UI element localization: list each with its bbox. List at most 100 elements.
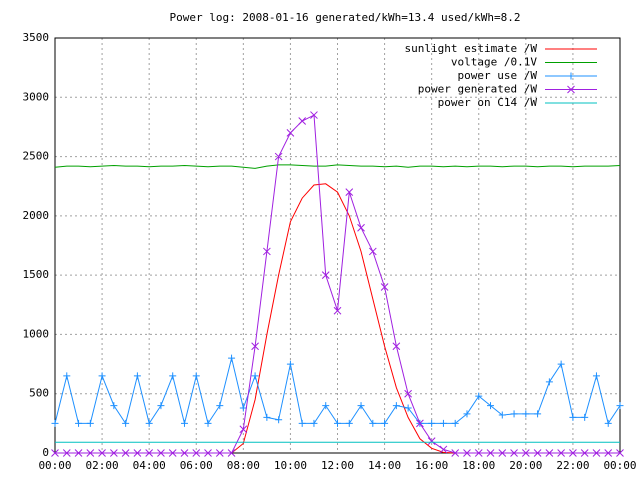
point-marker — [498, 411, 506, 419]
point-marker — [474, 449, 483, 457]
point-marker — [121, 449, 130, 457]
y-tick-label: 2000 — [23, 209, 50, 222]
point-marker — [122, 419, 130, 427]
point-marker — [310, 111, 318, 119]
point-marker — [192, 372, 200, 380]
point-marker — [369, 419, 377, 427]
point-marker — [251, 372, 259, 380]
point-marker — [534, 410, 542, 418]
point-marker — [510, 449, 518, 457]
point-marker — [215, 449, 224, 457]
point-marker — [298, 117, 307, 125]
x-tick-label: 14:00 — [368, 459, 401, 472]
point-marker — [98, 372, 106, 380]
point-marker — [310, 419, 318, 427]
x-tick-label: 10:00 — [274, 459, 307, 472]
x-tick-label: 00:00 — [603, 459, 636, 472]
point-marker — [86, 419, 94, 427]
point-marker — [86, 449, 95, 457]
point-marker — [286, 360, 294, 368]
point-marker — [487, 402, 495, 410]
point-marker — [357, 223, 365, 232]
point-marker — [463, 410, 471, 418]
point-marker — [145, 419, 153, 427]
legend-label: power use /W — [458, 69, 538, 82]
point-marker — [592, 372, 600, 380]
point-marker — [498, 449, 507, 457]
point-marker — [545, 449, 554, 457]
point-marker — [427, 437, 436, 445]
point-marker — [251, 342, 259, 351]
point-marker — [428, 419, 436, 427]
x-tick-label: 16:00 — [415, 459, 448, 472]
point-marker — [274, 152, 283, 161]
legend-marker — [567, 72, 575, 80]
point-marker — [522, 410, 530, 418]
point-marker — [110, 402, 118, 410]
plot-frame — [54, 37, 621, 454]
point-marker — [321, 271, 330, 279]
point-marker — [228, 354, 236, 362]
point-marker — [333, 306, 342, 315]
point-marker — [239, 425, 248, 434]
point-marker — [168, 449, 177, 457]
x-tick-label: 00:00 — [38, 459, 71, 472]
point-marker — [404, 389, 412, 398]
point-marker — [392, 402, 400, 410]
point-marker — [263, 413, 271, 421]
chart-title: Power log: 2008-01-16 generated/kWh=13.4… — [170, 11, 521, 24]
point-marker — [521, 449, 530, 457]
point-marker — [98, 449, 106, 457]
point-marker — [263, 247, 271, 256]
point-marker — [545, 378, 553, 386]
point-marker — [133, 372, 141, 380]
legend-label: voltage /0.1V — [451, 56, 537, 69]
x-tick-label: 02:00 — [86, 459, 119, 472]
point-marker — [322, 402, 330, 410]
y-tick-label: 500 — [29, 387, 49, 400]
y-tick-label: 0 — [42, 446, 49, 459]
point-marker — [392, 342, 401, 351]
point-marker — [133, 449, 142, 457]
legend-marker — [567, 85, 575, 94]
point-marker — [451, 419, 459, 427]
y-tick-label: 3000 — [23, 90, 50, 103]
point-marker — [569, 449, 577, 457]
point-marker — [180, 449, 189, 457]
series-line — [54, 164, 621, 169]
point-marker — [239, 404, 247, 412]
point-marker — [145, 449, 154, 457]
legend-label: sunlight estimate /W — [405, 42, 538, 55]
y-tick-label: 1000 — [23, 327, 50, 340]
point-marker — [592, 449, 601, 457]
point-marker — [381, 419, 389, 427]
point-marker — [439, 445, 448, 454]
point-marker — [51, 419, 59, 427]
point-marker — [204, 449, 212, 457]
point-marker — [557, 449, 565, 457]
point-marker — [286, 129, 295, 137]
x-tick-label: 04:00 — [133, 459, 166, 472]
point-marker — [604, 419, 612, 427]
point-marker — [380, 283, 389, 291]
point-marker — [557, 360, 565, 368]
y-tick-label: 3500 — [23, 31, 50, 44]
point-marker — [357, 402, 365, 410]
point-marker — [75, 419, 83, 427]
point-marker — [569, 413, 577, 421]
point-marker — [533, 449, 542, 457]
point-marker — [451, 449, 460, 457]
point-marker — [51, 449, 59, 457]
point-marker — [157, 449, 165, 457]
point-marker — [616, 402, 624, 410]
point-marker — [604, 449, 613, 457]
x-tick-label: 06:00 — [180, 459, 213, 472]
x-tick-label: 12:00 — [321, 459, 354, 472]
x-tick-label: 22:00 — [556, 459, 589, 472]
point-marker — [192, 449, 201, 457]
point-marker — [404, 404, 412, 412]
point-marker — [62, 449, 71, 457]
legend-label: power generated /W — [418, 83, 538, 96]
point-marker — [298, 419, 306, 427]
